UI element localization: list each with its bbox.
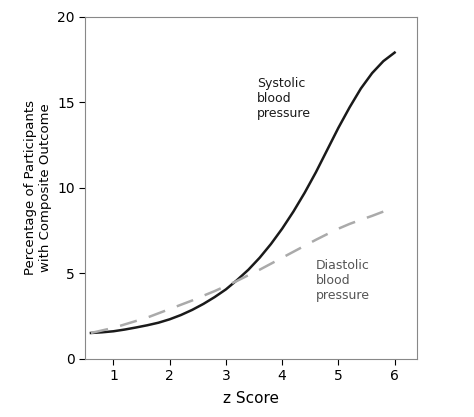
Y-axis label: Percentage of Participants
with Composite Outcome: Percentage of Participants with Composit… bbox=[24, 100, 52, 275]
Text: Diastolic
blood
pressure: Diastolic blood pressure bbox=[316, 259, 370, 302]
Text: Systolic
blood
pressure: Systolic blood pressure bbox=[257, 77, 311, 120]
X-axis label: z Score: z Score bbox=[223, 392, 279, 407]
